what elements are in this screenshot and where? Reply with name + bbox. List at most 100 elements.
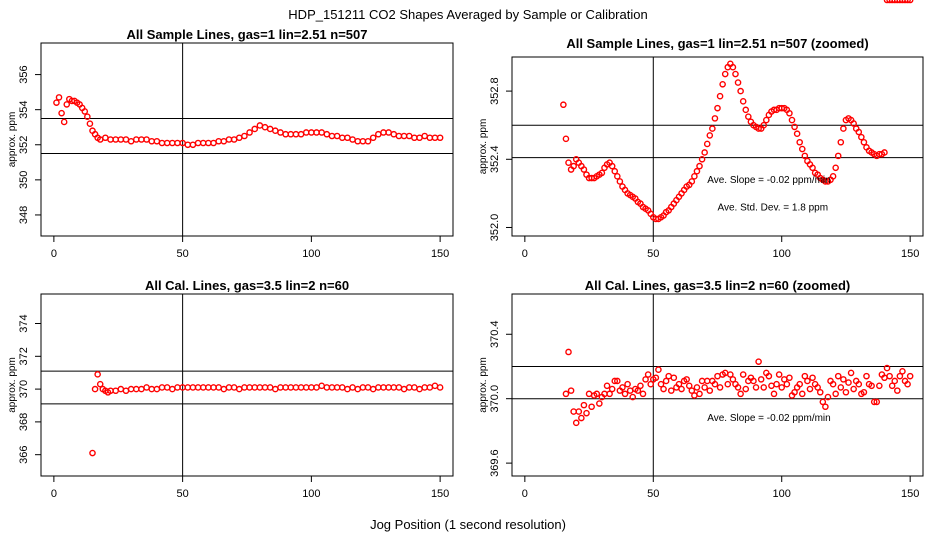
data-point <box>246 129 253 136</box>
data-point <box>127 137 135 145</box>
data-point <box>662 377 670 385</box>
panel-title: All Cal. Lines, gas=3.5 lin=2 n=60 (zoom… <box>585 278 851 293</box>
data-point <box>639 390 647 398</box>
data-point <box>58 109 65 117</box>
data-point <box>364 384 372 391</box>
data-point <box>793 130 801 138</box>
y-tick-label: 354 <box>18 100 30 118</box>
data-point <box>333 132 341 140</box>
data-point <box>696 162 703 170</box>
x-tick-label: 150 <box>431 488 449 500</box>
data-point <box>691 392 698 399</box>
data-point <box>194 384 202 391</box>
data-point <box>768 382 775 390</box>
x-tick-label: 150 <box>901 248 919 260</box>
data-point <box>901 0 909 4</box>
data-point <box>426 384 434 391</box>
data-point <box>894 0 901 4</box>
data-point <box>608 385 616 393</box>
data-point <box>308 129 315 136</box>
data-point <box>220 385 228 393</box>
data-point <box>845 379 852 386</box>
y-axis-label: approx. ppm <box>478 357 489 413</box>
plot-frame <box>40 293 454 477</box>
data-point <box>287 384 295 391</box>
y-tick-label: 369.6 <box>489 449 501 477</box>
data-point <box>829 173 837 180</box>
y-tick-label: 352 <box>18 136 30 154</box>
data-point <box>798 390 806 398</box>
data-point <box>837 384 845 391</box>
data-point <box>593 390 601 398</box>
data-point <box>562 135 570 143</box>
data-point <box>711 115 719 122</box>
data-point <box>739 371 747 378</box>
data-point <box>102 134 109 142</box>
y-tick-label: 370.4 <box>489 320 501 348</box>
x-tick-label: 150 <box>431 248 449 260</box>
data-point <box>205 384 212 391</box>
y-tick-label: 374 <box>18 314 30 332</box>
data-point <box>603 382 611 390</box>
data-point <box>814 384 821 391</box>
panel-title: All Cal. Lines, gas=3.5 lin=2 n=60 <box>145 278 349 293</box>
data-point <box>652 374 660 382</box>
data-point <box>904 380 911 388</box>
x-tick-label: 100 <box>302 488 320 500</box>
data-point <box>606 390 613 398</box>
x-tick-label: 100 <box>773 488 791 500</box>
data-point <box>701 384 708 391</box>
data-point <box>642 376 649 383</box>
data-point <box>840 376 847 383</box>
data-point <box>241 132 248 140</box>
x-tick-label: 0 <box>51 488 57 500</box>
data-point <box>703 140 711 148</box>
data-point <box>562 390 570 398</box>
x-tick-label: 50 <box>177 248 189 260</box>
data-point <box>344 134 351 142</box>
data-point <box>302 129 310 136</box>
data-point <box>277 129 284 136</box>
data-point <box>272 127 279 135</box>
data-point <box>323 130 331 138</box>
data-point <box>117 136 125 143</box>
data-point <box>737 87 744 95</box>
data-point <box>86 120 94 128</box>
data-point <box>567 387 575 394</box>
data-point <box>634 387 642 394</box>
data-point <box>60 118 68 126</box>
data-point <box>745 113 752 120</box>
data-point <box>786 109 793 117</box>
data-point <box>436 384 444 391</box>
data-point <box>55 94 63 101</box>
data-point <box>703 377 711 385</box>
data-point <box>760 384 768 391</box>
data-point <box>611 377 619 385</box>
data-point <box>153 385 161 393</box>
data-point <box>637 382 644 390</box>
data-point <box>333 384 341 391</box>
data-point <box>205 139 212 147</box>
y-tick-label: 348 <box>18 206 30 224</box>
data-point <box>158 139 166 147</box>
data-point <box>685 382 693 390</box>
data-point <box>117 385 125 393</box>
data-point <box>739 98 747 105</box>
plot-frame <box>511 293 924 477</box>
data-point <box>318 129 325 136</box>
data-point <box>199 384 207 391</box>
data-point <box>693 384 701 391</box>
data-point <box>578 414 585 422</box>
data-point <box>308 384 315 391</box>
data-point <box>143 384 150 391</box>
figure-x-axis-label: Jog Position (1 second resolution) <box>370 517 566 532</box>
data-point <box>742 106 750 114</box>
data-point <box>791 123 798 131</box>
data-point <box>829 380 837 388</box>
data-point <box>277 384 284 391</box>
y-tick-label: 350 <box>18 171 30 189</box>
data-point <box>716 92 724 100</box>
data-point <box>737 390 744 398</box>
data-point <box>588 403 595 411</box>
